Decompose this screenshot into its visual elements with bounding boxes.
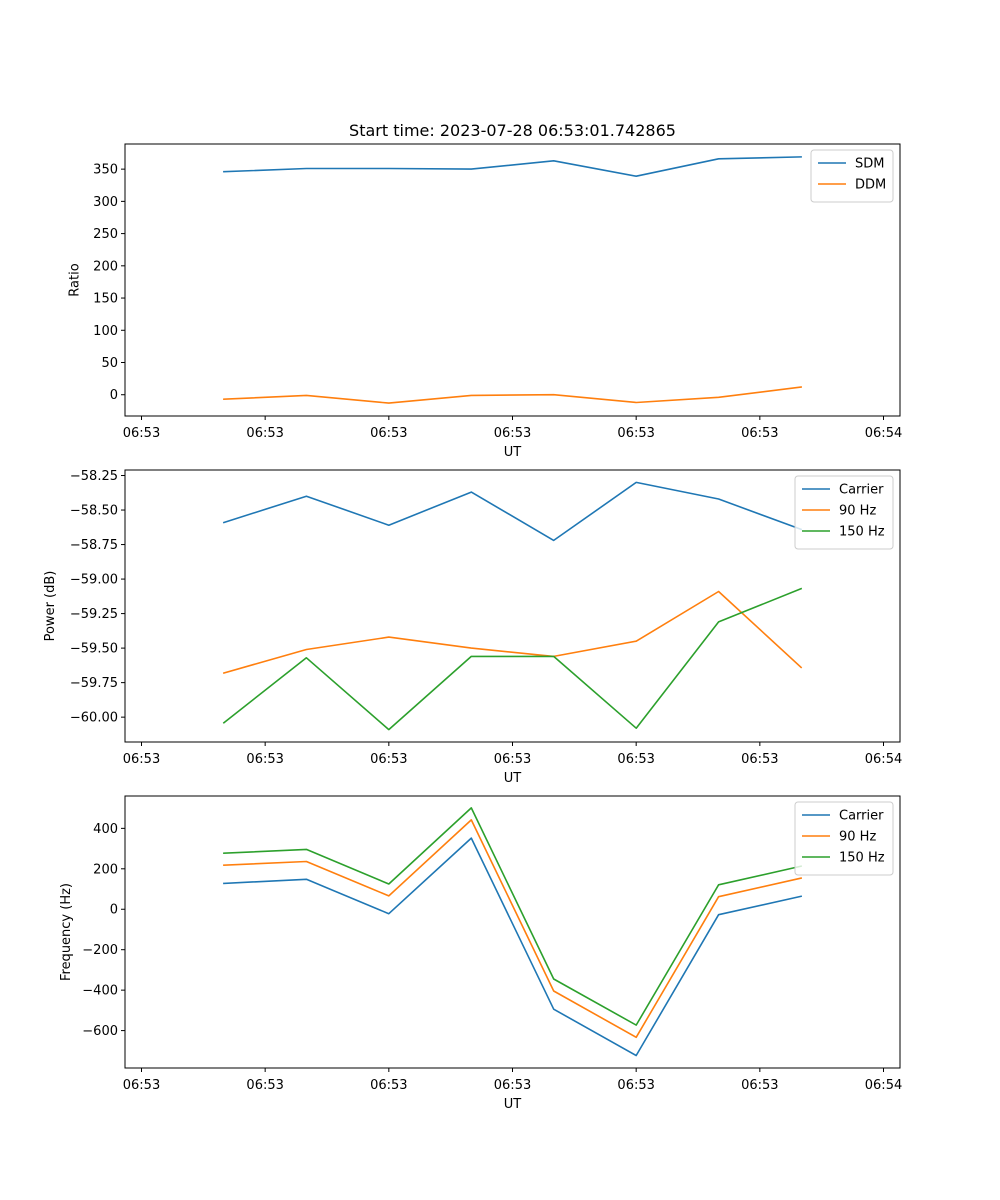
y-tick-label: 400 xyxy=(93,822,118,837)
x-tick-label: 06:53 xyxy=(370,426,407,441)
legend-label: Carrier xyxy=(839,483,884,498)
x-tick-label: 06:53 xyxy=(741,426,778,441)
legend-label: DDM xyxy=(855,178,886,193)
y-tick-label: 200 xyxy=(93,862,118,877)
legend-label: 90 Hz xyxy=(839,504,876,519)
x-tick-label: 06:54 xyxy=(865,752,902,767)
y-tick-label: −59.25 xyxy=(70,607,118,622)
x-tick-label: 06:53 xyxy=(494,426,531,441)
y-axis-label: Power (dB) xyxy=(43,571,58,642)
x-tick-label: 06:53 xyxy=(370,752,407,767)
x-tick-label: 06:53 xyxy=(123,426,160,441)
subplot-2: 06:53 06:53 06:53 06:53 06:53 06:53 06:54 −60.0… xyxy=(43,469,902,786)
y-tick-label: −59.75 xyxy=(70,676,118,691)
series-line-ddm xyxy=(223,386,802,404)
x-tick-label: 06:53 xyxy=(123,752,160,767)
series-line-90-hz xyxy=(222,590,803,674)
y-tick-label: −58.25 xyxy=(70,469,118,484)
x-axis-label: UT xyxy=(504,771,522,786)
x-tick-label: 06:54 xyxy=(865,426,902,441)
series-line-150-hz xyxy=(222,587,803,731)
x-axis-label: UT xyxy=(504,445,522,460)
y-tick-label: −400 xyxy=(82,984,118,999)
subplot-3: 06:53 06:53 06:53 06:53 06:53 06:53 06:54 −600 −… xyxy=(59,795,902,1112)
series-line-carrier xyxy=(222,481,803,542)
legend-label: Carrier xyxy=(839,809,884,824)
x-tick-label: 06:53 xyxy=(741,1078,778,1093)
legend-label: 90 Hz xyxy=(839,830,876,845)
y-tick-label: 100 xyxy=(93,324,118,339)
y-tick-label: 300 xyxy=(93,195,118,210)
series-line-150-hz xyxy=(223,807,803,1026)
y-tick-label: 50 xyxy=(101,356,118,371)
x-tick-label: 06:53 xyxy=(617,752,654,767)
legend: Carrier 90 Hz 150 Hz xyxy=(794,801,894,876)
x-tick-label: 06:53 xyxy=(494,1078,531,1093)
legend: Carrier 90 Hz 150 Hz xyxy=(794,475,894,550)
legend-label: 150 Hz xyxy=(839,525,885,540)
x-tick-label: 06:53 xyxy=(617,426,654,441)
y-tick-label: −60.00 xyxy=(70,711,118,726)
y-tick-label: −600 xyxy=(82,1024,118,1039)
x-tick-label: 06:53 xyxy=(246,752,283,767)
x-tick-label: 06:53 xyxy=(741,752,778,767)
legend: SDM DDM xyxy=(810,149,894,203)
y-tick-label: −200 xyxy=(82,943,118,958)
y-tick-label: 150 xyxy=(93,292,118,307)
legend-label: 150 Hz xyxy=(839,851,885,866)
figure-title: Start time: 2023-07-28 06:53:01.742865 xyxy=(349,121,676,140)
y-tick-label: 250 xyxy=(93,227,118,242)
x-tick-label: 06:54 xyxy=(865,1078,902,1093)
y-tick-label: 200 xyxy=(93,259,118,274)
y-tick-label: 0 xyxy=(110,388,118,403)
x-tick-label: 06:53 xyxy=(494,752,531,767)
y-tick-label: 350 xyxy=(93,163,118,178)
x-axis-label: UT xyxy=(504,1097,522,1112)
series-line-carrier xyxy=(223,837,803,1057)
y-tick-label: −59.50 xyxy=(70,642,118,657)
legend-label: SDM xyxy=(855,157,884,172)
y-tick-label: −58.50 xyxy=(70,504,118,519)
y-tick-label: −58.75 xyxy=(70,538,118,553)
x-tick-label: 06:53 xyxy=(246,426,283,441)
x-tick-label: 06:53 xyxy=(617,1078,654,1093)
x-tick-label: 06:53 xyxy=(370,1078,407,1093)
series-line-sdm xyxy=(223,156,802,177)
subplot-1: 06:53 06:53 06:53 06:53 06:53 06:53 06:54 0 50 10… xyxy=(67,143,902,460)
y-tick-label: 0 xyxy=(110,903,118,918)
series-line-90-hz xyxy=(223,819,803,1039)
y-tick-label: −59.00 xyxy=(70,573,118,588)
x-tick-label: 06:53 xyxy=(123,1078,160,1093)
y-axis-label: Ratio xyxy=(67,263,82,296)
x-tick-label: 06:53 xyxy=(246,1078,283,1093)
y-axis-label: Frequency (Hz) xyxy=(59,883,74,981)
panels: 06:53 06:53 06:53 06:53 06:53 06:53 06:54 0 50 10… xyxy=(43,143,902,1112)
